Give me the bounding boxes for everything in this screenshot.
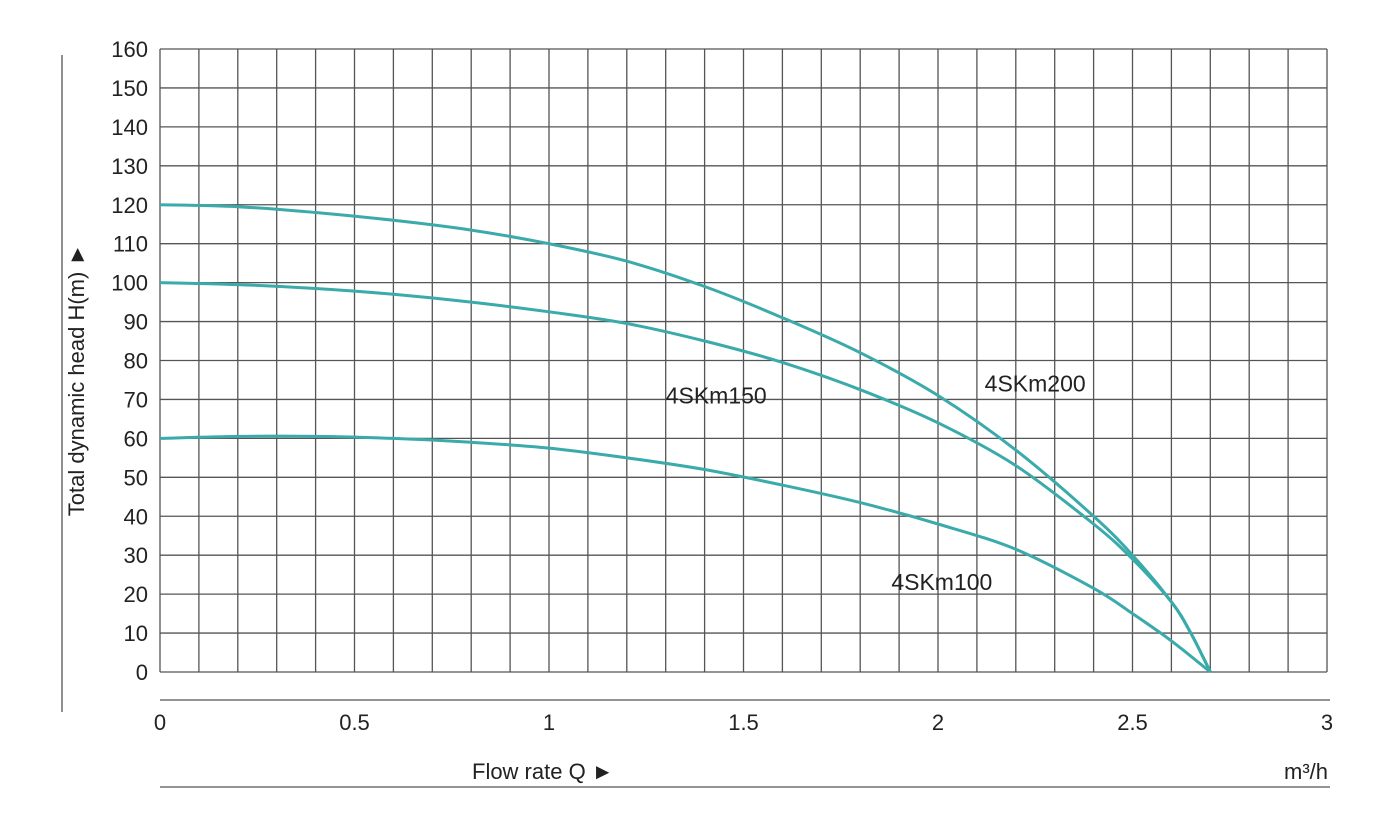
y-axis-title: Total dynamic head H(m) ► xyxy=(64,244,89,516)
y-tick-label: 50 xyxy=(124,465,148,490)
x-axis-ticks: 0 0.5 1 1.5 2 2.5 3 xyxy=(154,710,1333,735)
grid xyxy=(159,48,1328,673)
x-axis-title: Flow rate Q ► xyxy=(472,759,614,784)
series-line-4skm200 xyxy=(159,203,1212,673)
y-tick-label: 120 xyxy=(111,193,148,218)
x-tick-label: 2 xyxy=(932,710,944,735)
x-tick-label: 1 xyxy=(543,710,555,735)
y-tick-label: 110 xyxy=(113,232,148,257)
y-tick-label: 0 xyxy=(136,660,148,685)
series-label-4skm100: 4SKm100 xyxy=(891,569,992,595)
series-label-4skm150: 4SKm150 xyxy=(666,382,767,408)
series-line-4skm150 xyxy=(159,281,1212,673)
y-tick-label: 140 xyxy=(111,115,148,140)
y-tick-label: 70 xyxy=(124,387,148,412)
x-tick-label: 2.5 xyxy=(1117,710,1148,735)
series-curves xyxy=(159,203,1212,674)
y-tick-label: 130 xyxy=(111,154,148,179)
x-tick-label: 3 xyxy=(1321,710,1333,735)
x-axis-unit: m³/h xyxy=(1284,759,1328,784)
y-tick-label: 30 xyxy=(124,543,148,568)
x-tick-label: 0 xyxy=(154,710,166,735)
series-line-4skm100 xyxy=(159,434,1212,674)
y-tick-label: 160 xyxy=(111,37,148,62)
y-tick-label: 100 xyxy=(111,271,148,296)
y-axis-ticks: 0 10 20 30 40 50 60 70 80 90 100 110 120 130 140 150 160 xyxy=(111,37,148,685)
x-tick-label: 1.5 xyxy=(728,710,759,735)
y-tick-label: 90 xyxy=(124,310,148,335)
y-tick-label: 60 xyxy=(124,426,148,451)
y-tick-label: 40 xyxy=(124,504,148,529)
y-tick-label: 10 xyxy=(124,621,148,646)
x-tick-label: 0.5 xyxy=(339,710,370,735)
y-tick-label: 20 xyxy=(124,582,148,607)
series-label-4skm200: 4SKm200 xyxy=(985,371,1086,397)
y-tick-label: 80 xyxy=(124,349,148,374)
series-labels: 4SKm200 4SKm150 4SKm100 xyxy=(666,371,1086,596)
y-tick-label: 150 xyxy=(111,76,148,101)
